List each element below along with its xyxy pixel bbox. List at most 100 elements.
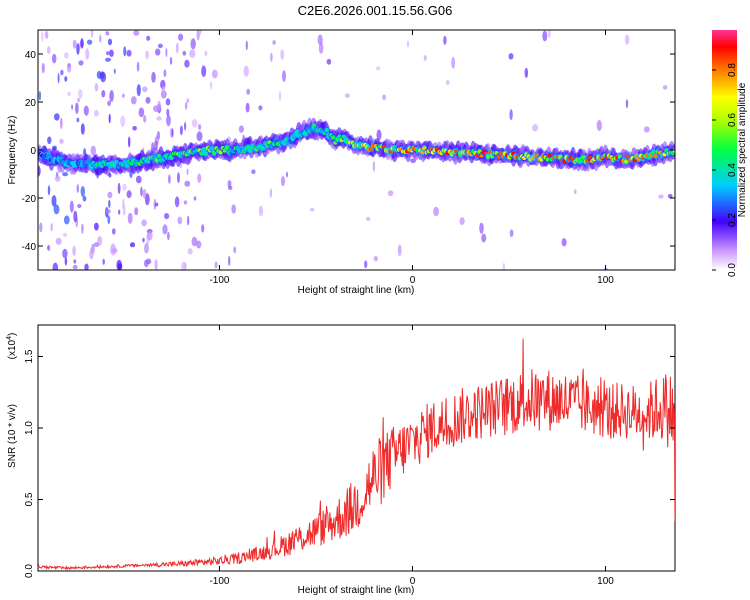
spectrogram-speckle — [166, 108, 170, 117]
spectrogram-speckle — [624, 34, 630, 45]
spectrogram-speckle — [138, 107, 145, 118]
spectrogram-speckle — [73, 259, 77, 264]
spectrogram-speckle — [196, 131, 203, 142]
snr-height-tick-label: 0 — [410, 576, 416, 587]
spectrogram-speckle — [60, 69, 64, 76]
spectrogram-speckle — [78, 60, 84, 66]
spectrogram-speckle — [282, 70, 286, 82]
spectrogram-speckle — [108, 113, 111, 124]
spectrogram-speckle — [72, 264, 78, 270]
spectrogram-speckle — [169, 57, 172, 62]
spectrogram-speckle — [227, 180, 232, 188]
spectrogram-speckle — [142, 188, 147, 199]
top-x-axis-label: Height of straight line (km) — [298, 285, 415, 296]
spectrogram-speckle — [186, 98, 190, 104]
spectrogram-speckle — [156, 116, 162, 121]
spectrogram-speckle — [126, 49, 132, 57]
spectrogram-speckle — [165, 47, 168, 58]
spectrogram-speckle — [80, 123, 85, 135]
spectrogram-speckle — [126, 190, 132, 199]
spectrogram-panel: -40 -20 0 20 40 -100 0 100 Height of straight … — [7, 29, 676, 296]
snr-tick-label: 0.5 — [24, 492, 35, 506]
ridge-core — [203, 150, 208, 156]
spectrogram-speckle — [198, 124, 202, 131]
spectrogram-speckle — [82, 195, 87, 202]
spectrogram-speckle — [50, 223, 53, 232]
spectrogram-speckle — [423, 55, 427, 61]
spectrogram-speckle — [41, 31, 44, 42]
spectrogram-speckle — [182, 50, 187, 56]
colorbar-tick-label: 0.0 — [727, 263, 738, 277]
spectrogram-speckle — [96, 70, 102, 79]
spectrogram-speckle — [76, 184, 80, 193]
spectrogram-speckle — [109, 89, 114, 102]
spectrogram-speckle — [83, 105, 89, 116]
spectrogram-speckle — [445, 80, 450, 85]
spectrogram-speckle — [190, 38, 196, 50]
spectrogram-speckle — [270, 52, 273, 62]
spectrogram-speckle — [47, 185, 51, 196]
spectrogram-speckle — [109, 49, 114, 57]
spectrogram-speckle — [78, 89, 83, 99]
spectrogram-speckle — [167, 231, 170, 241]
spectrogram-speckle — [162, 224, 168, 235]
height-tick-label: -100 — [209, 275, 229, 286]
spectrogram-speckle — [62, 172, 69, 177]
ridge-core — [324, 127, 329, 133]
spectrogram-speckle — [99, 34, 102, 43]
spectrogram-speckle — [269, 188, 273, 198]
spectrogram-speckle — [166, 114, 171, 127]
spectrogram-speckle — [191, 236, 198, 247]
spectrogram-speckle — [184, 180, 191, 187]
spectrogram-speckle — [142, 86, 148, 93]
spectrogram-speckle — [153, 198, 156, 210]
spectrogram-speckle — [38, 90, 42, 101]
spectrogram-speckle — [85, 48, 90, 60]
spectrogram-speckle — [89, 248, 94, 260]
freq-tick-label: -20 — [22, 194, 37, 205]
freq-tick-label: 0 — [30, 146, 36, 157]
spectrogram-speckle — [122, 93, 125, 98]
spectrogram-speckle — [184, 102, 188, 110]
spectrogram-speckle — [143, 115, 147, 123]
spectrogram-speckle — [80, 38, 84, 49]
spectrogram-speckle — [233, 246, 237, 254]
spectrogram-speckle — [51, 195, 57, 207]
snr-tick-label: 1.5 — [24, 349, 35, 363]
spectrogram-speckle — [80, 186, 86, 197]
figure-title: C2E6.2026.001.15.56.G06 — [298, 3, 453, 18]
colorbar-label: Normalized spectral amplitude — [737, 82, 748, 217]
spectrogram-speckle — [141, 219, 147, 227]
spectrogram-speckle — [542, 30, 548, 42]
spectrogram-speckle — [662, 85, 668, 90]
snr-tick-label: 0.0 — [24, 564, 35, 578]
spectrogram-speckle — [186, 168, 189, 176]
spectrogram-speckle — [134, 207, 139, 216]
spectrogram-speckle — [140, 186, 143, 197]
spectrogram-speckle — [667, 194, 673, 199]
spectrogram-speckle — [171, 128, 174, 138]
spectrogram-speckle — [201, 224, 205, 233]
spectrogram-speckle — [231, 204, 236, 214]
bottom-y-axis-label: SNR (10 * v/v) — [7, 404, 18, 468]
spectrogram-speckle — [387, 190, 394, 197]
spectrogram-speckle — [90, 145, 97, 156]
height-tick-label: 0 — [410, 275, 416, 286]
spectrogram-speckle — [184, 121, 187, 131]
spectrogram-speckle — [107, 215, 111, 225]
ridge-core — [330, 135, 336, 140]
spectrogram-speckle — [407, 40, 409, 48]
spectrogram-speckle — [117, 182, 121, 194]
spectrogram-speckle — [532, 124, 538, 132]
spectrogram-speckle — [625, 99, 629, 109]
spectrogram-speckle — [178, 33, 184, 41]
spectrogram-speckle — [193, 196, 197, 201]
spectrogram-speckle — [433, 206, 439, 217]
spectrogram-speckle — [69, 200, 74, 213]
spectrogram-speckle — [145, 96, 151, 104]
spectrogram-speckle — [443, 35, 447, 45]
spectrogram-speckle — [44, 30, 49, 39]
spectrogram-speckle — [272, 40, 276, 45]
spectrogram-speckle — [196, 240, 202, 249]
